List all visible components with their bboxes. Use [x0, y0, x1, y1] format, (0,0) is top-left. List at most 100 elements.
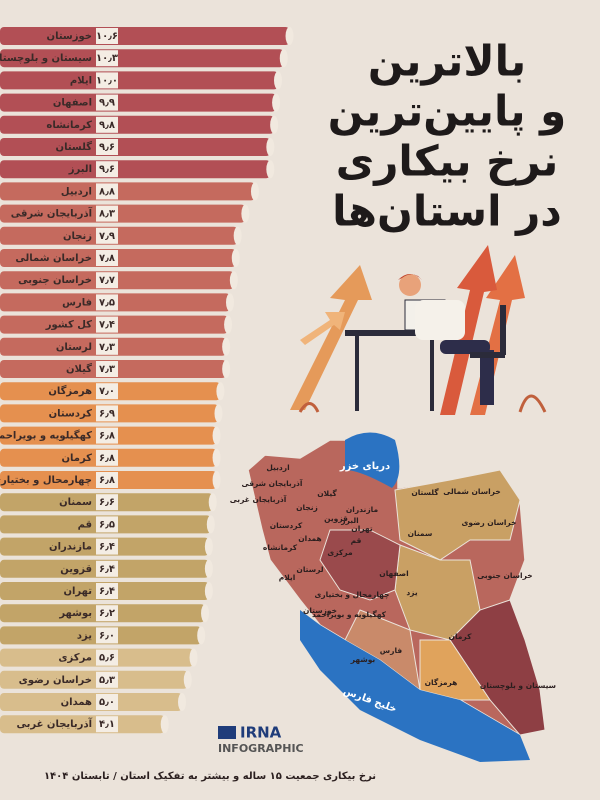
map-label: چهارمحال و بختیاری — [314, 590, 389, 599]
bar-cap — [233, 226, 242, 245]
illustration — [290, 245, 547, 415]
value-box — [96, 316, 118, 333]
title-line: در استان‌ها — [332, 187, 562, 236]
value-box — [96, 139, 118, 155]
bar — [0, 49, 284, 68]
bar-cap — [231, 249, 240, 267]
category-label: بوشهر — [58, 608, 92, 619]
value-label: ۴٫۱ — [99, 719, 115, 730]
bar-cap — [250, 182, 259, 201]
map-label: خراسان شمالی — [443, 487, 500, 496]
bar — [0, 204, 246, 223]
value-label: ۸٫۳ — [99, 209, 115, 220]
map-label: مرکزی — [327, 548, 353, 557]
bar-cap — [204, 559, 213, 578]
value-box — [96, 338, 118, 355]
value-box — [96, 161, 118, 178]
bar — [0, 670, 188, 689]
value-label: ۶٫۸ — [99, 475, 115, 486]
category-label: خوزستان — [47, 31, 92, 42]
value-label: ۶٫۶ — [99, 497, 115, 508]
value-label: ۹٫۸ — [99, 120, 115, 131]
category-label: یزد — [77, 630, 92, 641]
bar-cap — [201, 604, 210, 623]
category-label: تهران — [63, 586, 92, 597]
logo: IRNA INFOGRAPHIC — [218, 724, 304, 755]
bar-cap — [222, 337, 231, 356]
value-box — [96, 72, 118, 89]
bar — [0, 182, 255, 201]
bar-cap — [183, 670, 192, 689]
category-label: لرستان — [56, 342, 92, 353]
value-box — [96, 716, 118, 733]
category-label: کرمانشاه — [46, 120, 92, 131]
map-label: گیلان — [317, 489, 337, 498]
category-label: کردستان — [49, 408, 93, 419]
logo-name: IRNA — [240, 724, 282, 742]
value-box — [96, 516, 118, 533]
value-box — [96, 28, 118, 44]
value-label: ۷٫۳ — [99, 342, 115, 353]
bar-cap — [208, 493, 217, 512]
bar — [0, 160, 271, 179]
map-label: یزد — [406, 588, 418, 597]
category-label: کل کشور — [45, 320, 92, 331]
bar-cap — [178, 693, 186, 711]
bar — [0, 138, 271, 156]
value-box — [96, 50, 118, 67]
value-box — [96, 627, 118, 644]
bar-cap — [160, 715, 169, 734]
value-label: ۷٫۳ — [99, 364, 115, 375]
bar-cap — [214, 404, 223, 423]
value-box — [96, 649, 118, 666]
value-label: ۷٫۰ — [99, 386, 115, 397]
map-label: قم — [351, 536, 362, 545]
bar-cap — [212, 448, 221, 467]
category-label: اصفهان — [53, 98, 92, 109]
category-label: آذربایجان غربی — [17, 717, 93, 730]
category-label: همدان — [61, 697, 92, 708]
map-label: ایلام — [279, 573, 296, 582]
map-label: تهران — [351, 524, 373, 533]
map-label: فارس — [380, 646, 402, 655]
bar-cap — [224, 315, 233, 334]
category-label: کهگیلویه و بویراحمد — [0, 429, 92, 442]
value-label: ۶٫۸ — [99, 453, 115, 464]
value-label: ۵٫۳ — [99, 675, 115, 686]
map — [247, 432, 546, 762]
persian-gulf — [300, 610, 530, 762]
map-label: خراسان جنوبی — [477, 571, 532, 580]
caspian-sea — [345, 432, 400, 488]
value-label: ۷٫۸ — [99, 253, 115, 264]
bar — [0, 226, 238, 245]
bar-cap — [266, 160, 275, 179]
value-box — [96, 205, 118, 222]
map-label: مازندران — [346, 505, 379, 514]
map-label: هرمزگان — [425, 678, 458, 687]
value-box — [96, 405, 118, 422]
value-label: ۶٫۰ — [99, 630, 115, 641]
value-box — [96, 116, 118, 133]
value-label: ۶٫۵ — [99, 519, 115, 530]
title-line: نرخ بیکاری — [336, 137, 559, 187]
bar-cap — [212, 471, 221, 489]
value-box — [96, 427, 118, 444]
category-label: خراسان جنوبی — [18, 275, 92, 286]
category-label: کرمان — [61, 453, 92, 464]
map-label: خوزستان — [303, 606, 337, 615]
bar-cap — [222, 360, 231, 378]
bar-cap — [279, 49, 288, 68]
value-label: ۶٫۴ — [99, 542, 115, 553]
value-label: ۶٫۹ — [99, 408, 115, 419]
value-label: ۵٫۶ — [99, 653, 115, 664]
category-label: گیلان — [66, 362, 92, 375]
value-box — [96, 183, 118, 200]
category-label: قزوین — [60, 564, 92, 575]
map-label: کهگیلویه و بویراحمد — [312, 610, 387, 619]
map-label: آذربایجان غربی — [230, 494, 287, 504]
category-label: گلستان — [56, 140, 93, 153]
bar — [0, 93, 277, 112]
map-label: گلستان — [411, 488, 439, 497]
value-label: ۶٫۴ — [99, 586, 115, 597]
